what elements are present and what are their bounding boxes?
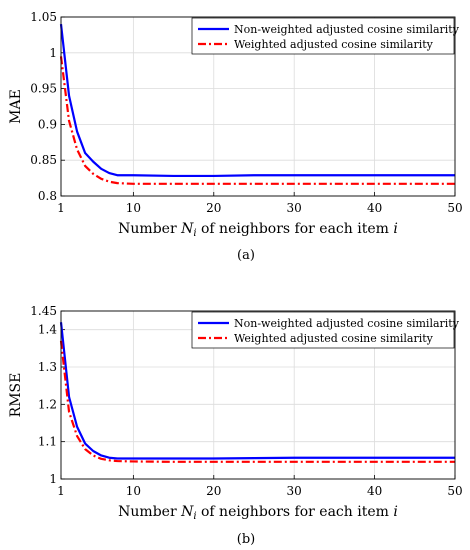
x-axis-label-post: of neighbors for each item [197, 221, 394, 237]
x-tick-label: 1 [57, 201, 65, 215]
x-axis-label-tail: i [393, 221, 397, 237]
y-tick-label: 0.85 [30, 153, 57, 167]
y-tick-label: 0.95 [30, 82, 57, 96]
x-tick-label: 50 [447, 484, 462, 498]
x-tick-label: 40 [367, 201, 382, 215]
y-axis-label: MAE [8, 89, 24, 124]
x-tick-label: 40 [367, 484, 382, 498]
x-tick-label: 30 [287, 484, 302, 498]
legend: Non-weighted adjusted cosine similarity W… [191, 311, 460, 349]
series-line-non-weighted [59, 322, 455, 460]
x-tick-label: 20 [206, 201, 221, 215]
y-tick-label: 1.45 [30, 304, 57, 318]
series-line-weighted [59, 56, 455, 185]
y-tick-label: 0.9 [38, 117, 57, 131]
x-axis-label: Number Ni of neighbors for each item i [118, 504, 398, 522]
x-axis-label-pre: Number [118, 504, 181, 520]
axes-frame [60, 310, 456, 480]
axes-frame [60, 16, 456, 197]
legend-entry-label: Weighted adjusted cosine similarity [234, 38, 434, 51]
x-tick-label: 50 [447, 201, 462, 215]
y-tick-label: 1 [49, 46, 57, 60]
x-axis-label-post: of neighbors for each item [197, 504, 394, 520]
y-tick-label: 1.1 [38, 435, 57, 449]
legend: Non-weighted adjusted cosine similarity W… [191, 17, 460, 55]
x-tick-label: 10 [126, 484, 141, 498]
x-axis-label-sub: i [193, 511, 196, 522]
chart-rmse: 1 10 20 30 40 50 1 1.1 1.2 1.3 1.4 1.45 Non-weighted… [8, 304, 463, 547]
y-tick-label: 1.05 [30, 10, 57, 24]
x-axis-label-tail: i [393, 504, 397, 520]
y-tick-label: 1.4 [38, 323, 57, 337]
figure-caption: (a) [237, 248, 255, 263]
x-tick-label: 20 [206, 484, 221, 498]
legend-entry-label: Non-weighted adjusted cosine similarity [234, 317, 460, 330]
legend-entry-label: Weighted adjusted cosine similarity [234, 332, 434, 345]
series-line-non-weighted [59, 24, 455, 178]
y-tick-label: 1.2 [38, 397, 57, 411]
series-line-weighted [59, 340, 455, 463]
x-axis-label-sub: i [193, 228, 196, 239]
legend-box [191, 311, 455, 349]
figure-caption: (b) [237, 532, 255, 547]
y-tick-label: 1 [49, 472, 57, 486]
x-axis-label: Number Ni of neighbors for each item i [118, 221, 398, 239]
chart-mae: 1 10 20 30 40 50 0.8 0.85 0.9 0.95 1 1.05 Non-weight… [8, 10, 463, 263]
x-axis-label-var: N [180, 221, 194, 237]
x-tick-label: 1 [57, 484, 65, 498]
x-axis-label-pre: Number [118, 221, 181, 237]
y-tick-label: 0.8 [38, 189, 57, 203]
legend-entry-label: Non-weighted adjusted cosine similarity [234, 23, 460, 36]
x-tick-label: 10 [126, 201, 141, 215]
x-tick-label: 30 [287, 201, 302, 215]
y-axis-label: RMSE [8, 373, 24, 418]
x-axis-label-var: N [180, 504, 194, 520]
y-tick-label: 1.3 [38, 360, 57, 374]
legend-box [191, 17, 455, 55]
